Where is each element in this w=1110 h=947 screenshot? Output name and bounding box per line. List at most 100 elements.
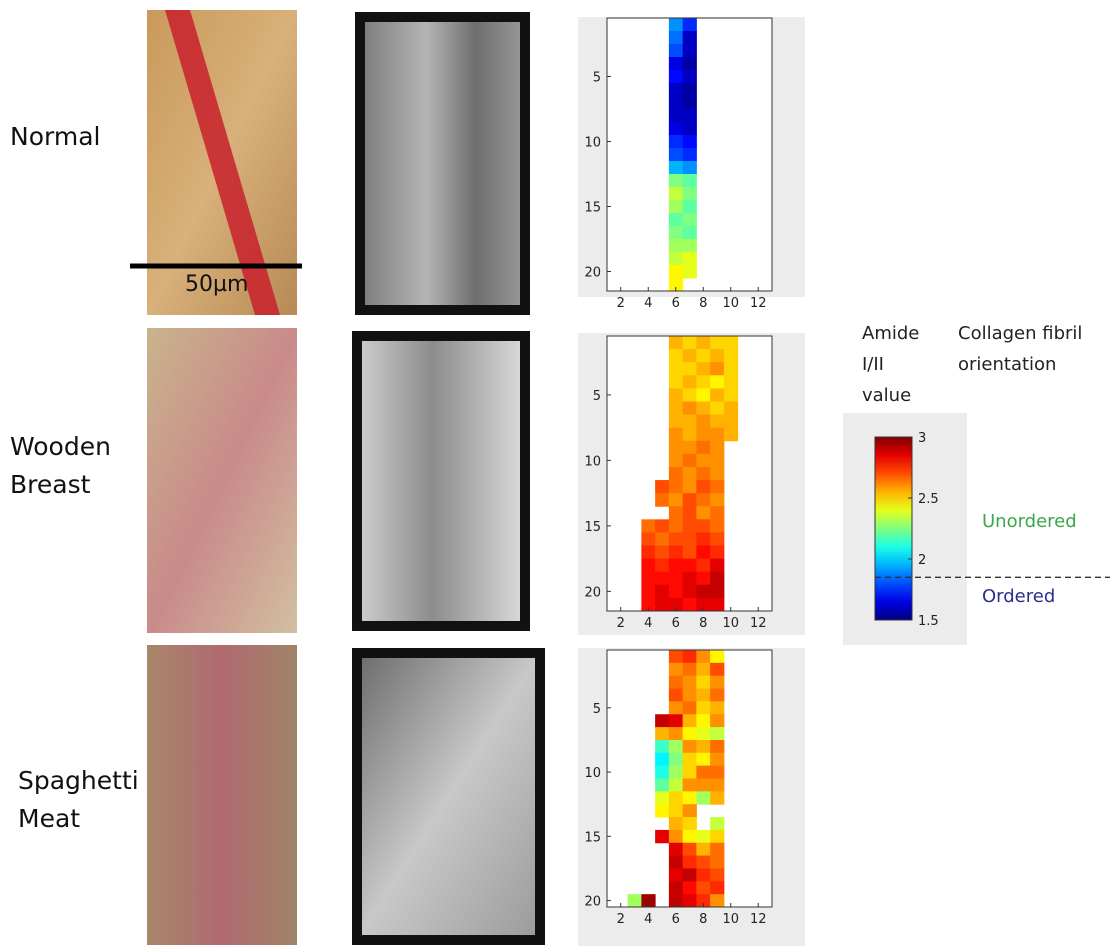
heatmap-cell <box>696 766 710 779</box>
y-tick-label: 10 <box>584 136 601 151</box>
heatmap-cell <box>710 572 724 586</box>
y-tick-label: 15 <box>584 201 601 216</box>
heatmap-cell <box>724 349 738 363</box>
heatmap-cell <box>696 519 710 533</box>
heatmap-cell <box>696 480 710 494</box>
heatmap-cell <box>710 336 724 350</box>
colorbar-tick-label: 2 <box>918 553 926 568</box>
heatmap-cell <box>683 740 697 753</box>
heatmap-cell <box>696 830 710 843</box>
heatmap-cell <box>669 804 683 817</box>
heatmap-cell <box>710 362 724 376</box>
heatmap-cell <box>655 753 669 766</box>
colorbar-tick-label: 2.5 <box>918 492 939 507</box>
heatmap-cell <box>655 740 669 753</box>
heatmap-cell <box>669 454 683 468</box>
heatmap-cell <box>669 689 683 702</box>
heatmap-cell <box>669 868 683 881</box>
heatmap-cell <box>710 493 724 507</box>
heatmap-cell <box>669 766 683 779</box>
heatmap-cell <box>724 375 738 389</box>
heatmap-cell <box>641 519 655 533</box>
x-tick-label: 12 <box>750 296 767 311</box>
heatmap-cell <box>683 727 697 740</box>
heatmap-cell <box>669 856 683 869</box>
x-tick-label: 10 <box>722 616 739 631</box>
heatmap-cell <box>669 375 683 389</box>
x-tick-label: 2 <box>617 296 625 311</box>
y-tick-label: 5 <box>593 389 601 404</box>
heatmap-cell <box>669 701 683 714</box>
heatmap-cell <box>710 441 724 455</box>
heatmap-cell <box>710 480 724 494</box>
heatmap-cell <box>710 349 724 363</box>
heatmap-cell <box>669 843 683 856</box>
heatmap-cell <box>683 362 697 376</box>
heatmap-cell <box>655 766 669 779</box>
heatmap-cell <box>696 714 710 727</box>
heatmap-cell <box>683 804 697 817</box>
heatmap-cell <box>710 467 724 481</box>
heatmap-cell <box>683 96 697 110</box>
heatmap-cell <box>655 779 669 792</box>
shg-image <box>357 653 540 940</box>
heatmap-cell <box>669 200 683 214</box>
heatmap-cell <box>655 585 669 599</box>
heatmap-cell <box>683 122 697 136</box>
heatmap-cell <box>669 791 683 804</box>
heatmap-cell <box>683 830 697 843</box>
ordered-label: Ordered <box>982 586 1055 607</box>
heatmap-cell <box>655 559 669 573</box>
heatmap-cell <box>710 714 724 727</box>
heatmap-cell <box>696 428 710 442</box>
heatmap-cell <box>696 585 710 599</box>
heatmap-cell <box>669 572 683 586</box>
heatmap-cell <box>669 779 683 792</box>
heatmap-cell <box>696 676 710 689</box>
heatmap-cell <box>696 546 710 560</box>
heatmap-cell <box>683 689 697 702</box>
heatmap-cell <box>683 57 697 71</box>
heatmap-cell <box>669 161 683 175</box>
x-tick-label: 8 <box>699 296 707 311</box>
heatmap-cell <box>683 109 697 123</box>
heatmap-cell <box>669 714 683 727</box>
heatmap-cell <box>683 766 697 779</box>
y-tick-label: 10 <box>584 766 601 781</box>
heatmap-cell <box>696 349 710 363</box>
heatmap-cell <box>669 135 683 149</box>
heatmap-cell <box>655 480 669 494</box>
heatmap-cell <box>669 727 683 740</box>
row-label: Normal <box>10 118 135 156</box>
x-tick-label: 10 <box>722 912 739 927</box>
heatmap-cell <box>696 663 710 676</box>
heatmap-cell <box>655 791 669 804</box>
heatmap-cell <box>669 532 683 546</box>
heatmap-cell <box>710 650 724 663</box>
heatmap-cell <box>669 265 683 279</box>
heatmap-cell <box>683 546 697 560</box>
heatmap-cell <box>669 213 683 227</box>
heatmap-cell <box>683 454 697 468</box>
heatmap-cell <box>683 70 697 84</box>
heatmap-cell <box>669 44 683 58</box>
heatmap-cell <box>669 830 683 843</box>
unordered-label: Unordered <box>982 511 1077 532</box>
y-tick-label: 5 <box>593 702 601 717</box>
heatmap-cell <box>710 388 724 402</box>
heatmap-cell <box>655 493 669 507</box>
heatmap-cell <box>683 265 697 279</box>
x-tick-label: 10 <box>722 296 739 311</box>
heatmap-cell <box>655 804 669 817</box>
shg-image <box>357 336 525 626</box>
y-tick-label: 5 <box>593 71 601 86</box>
heatmap-cell <box>683 817 697 830</box>
heatmap-cell <box>683 135 697 149</box>
y-tick-label: 15 <box>584 520 601 535</box>
heatmap-cell <box>696 868 710 881</box>
scale-bar-label: 50µm <box>185 272 248 297</box>
heatmap-cell <box>696 362 710 376</box>
heatmap-cell <box>683 868 697 881</box>
x-tick-label: 12 <box>750 616 767 631</box>
heatmap-cell <box>669 676 683 689</box>
